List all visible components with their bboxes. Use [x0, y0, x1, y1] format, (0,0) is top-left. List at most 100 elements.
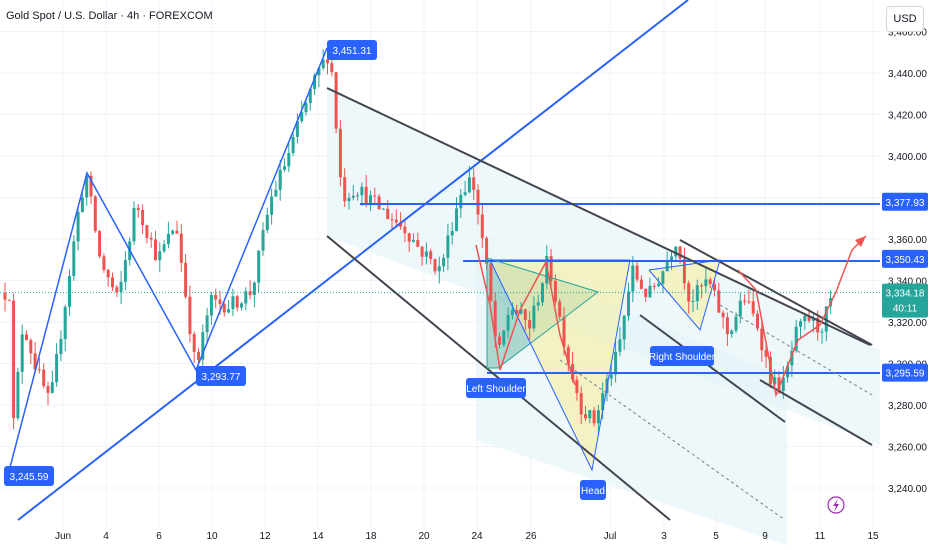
candle-body — [115, 287, 119, 292]
projection-arrowhead — [855, 236, 866, 247]
candle-body — [463, 192, 467, 195]
candle-body — [188, 296, 192, 335]
candle-body — [16, 371, 20, 419]
price-label-text: 3,245.59 — [10, 472, 49, 483]
zigzag-line — [7, 47, 328, 476]
candle-body — [231, 296, 235, 310]
candle-body — [360, 186, 364, 196]
candle-body — [399, 222, 403, 227]
y-axis: 3,240.003,260.003,280.003,300.003,320.00… — [888, 28, 927, 496]
candle-body — [493, 300, 497, 337]
candle-body — [816, 317, 820, 333]
candle-body — [394, 219, 398, 223]
candle-body — [283, 166, 286, 170]
candle-body — [373, 195, 377, 197]
candle-body — [467, 177, 471, 193]
candle-body — [670, 256, 673, 262]
candle-body — [502, 330, 506, 345]
candle-body — [442, 257, 446, 267]
candle-body — [347, 197, 351, 202]
candle-body — [691, 301, 695, 303]
candle-body — [381, 208, 385, 210]
candle-body — [708, 279, 712, 284]
y-tick-label: 3,420.00 — [888, 111, 927, 122]
candle-body — [343, 177, 347, 202]
candle-body — [635, 265, 639, 280]
candle-series — [3, 49, 833, 436]
level-tag — [882, 192, 928, 211]
currency-button[interactable]: USD — [886, 6, 924, 32]
candle-body — [403, 226, 407, 234]
candle-body — [627, 291, 630, 316]
candle-body — [59, 338, 63, 355]
candle-body — [205, 315, 209, 333]
head-outline — [489, 259, 631, 472]
candle-body — [773, 377, 777, 385]
current-price-text: 3,334.18 — [886, 289, 925, 300]
candle-body — [29, 340, 33, 354]
candle-body — [682, 258, 686, 284]
candle-body — [287, 153, 291, 167]
candle-body — [678, 246, 682, 259]
candle-body — [106, 269, 110, 278]
candle-body — [618, 339, 622, 352]
candle-body — [665, 261, 669, 272]
candle-body — [72, 241, 76, 277]
candle-body — [37, 369, 41, 371]
candle-body — [7, 299, 11, 301]
x-tick-label: 9 — [762, 531, 768, 542]
candle-body — [33, 353, 37, 370]
x-tick-label: Jun — [55, 531, 71, 542]
current-price-tag — [882, 283, 928, 318]
pattern-fills — [327, 88, 880, 545]
candle-body — [270, 196, 274, 215]
channel-upper-line — [326, 87, 871, 346]
x-tick-label: 24 — [471, 531, 483, 542]
candle-body — [768, 356, 772, 385]
candle-body — [609, 374, 613, 379]
candle-body — [166, 233, 170, 245]
candle-body — [274, 189, 278, 197]
pattern-label — [580, 480, 606, 500]
x-tick-label: 15 — [867, 531, 879, 542]
candle-body — [480, 214, 484, 239]
candle-body — [674, 246, 678, 257]
projection-path-left — [475, 244, 576, 386]
candle-body — [455, 208, 458, 232]
candle-body — [631, 265, 635, 292]
candle-body — [98, 231, 102, 257]
pattern-label-text: Right Shoulder — [649, 352, 716, 363]
candle-body — [622, 315, 626, 340]
candle-body — [252, 282, 256, 295]
candle-body — [197, 351, 200, 360]
candle-body — [338, 128, 342, 178]
candle-body — [119, 281, 123, 292]
right-shoulder-triangle — [649, 260, 720, 330]
candle-body — [364, 186, 368, 205]
pattern-label — [466, 378, 526, 398]
candle-body — [437, 266, 441, 272]
candle-body — [794, 326, 798, 351]
candle-body — [584, 414, 587, 419]
candle-body — [209, 294, 213, 316]
candle-body — [76, 211, 80, 242]
candle-body — [184, 262, 188, 297]
candle-body — [20, 334, 24, 372]
pattern-label-text: Head — [581, 486, 605, 497]
x-tick-label: Jul — [604, 531, 617, 542]
candle-body — [356, 195, 360, 197]
pattern-label — [650, 346, 714, 366]
x-axis: Jun 4 6 10 12 14 18 20 24 26 Jul 3 5 9 11 15 — [55, 531, 879, 542]
x-tick-label: 12 — [259, 531, 271, 542]
candle-body — [541, 283, 544, 303]
candle-body — [429, 251, 433, 260]
candle-body — [725, 317, 729, 335]
candle-body — [351, 195, 355, 198]
candle-body — [652, 285, 656, 287]
candle-body — [278, 169, 282, 190]
projection-path-right — [737, 235, 867, 398]
lightning-icon-bolt — [833, 499, 839, 512]
x-tick-label: 10 — [206, 531, 218, 542]
candle-body — [596, 410, 600, 424]
